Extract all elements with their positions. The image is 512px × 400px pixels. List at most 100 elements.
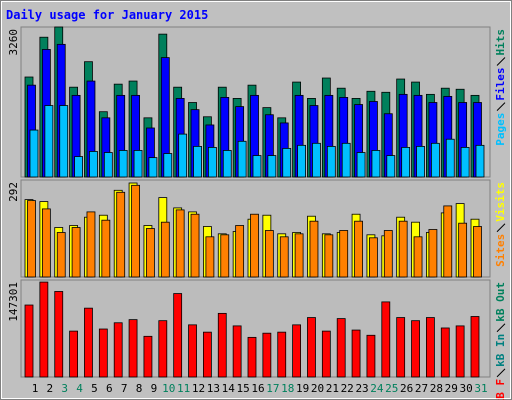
bar: [398, 220, 408, 278]
x-tick-label: 19: [296, 382, 309, 395]
bar: [113, 322, 123, 378]
bar: [386, 155, 396, 178]
bar: [116, 191, 126, 278]
bar: [146, 228, 155, 278]
bar: [193, 146, 202, 178]
bar: [264, 230, 274, 278]
x-tick-label: 28: [430, 382, 443, 395]
bar: [277, 331, 287, 378]
bar: [98, 328, 108, 378]
legend-entry: kB In: [494, 334, 507, 367]
bar: [369, 237, 378, 278]
x-tick-label: 10: [162, 382, 175, 395]
x-tick-label: 7: [121, 382, 128, 395]
bar: [74, 156, 83, 178]
bar: [89, 151, 98, 178]
bar: [321, 330, 331, 378]
x-tick-label: 21: [326, 382, 339, 395]
x-tick-label: 25: [385, 382, 398, 395]
bar: [54, 291, 64, 378]
bar: [339, 230, 349, 278]
bar: [220, 234, 230, 278]
bar: [262, 332, 272, 378]
x-tick-label: 1: [32, 382, 39, 395]
x-tick-label: 27: [415, 382, 428, 395]
bar: [371, 150, 381, 178]
x-tick-label: 5: [91, 382, 98, 395]
bar: [27, 200, 36, 278]
bar: [178, 133, 188, 178]
bar: [118, 150, 128, 178]
y-tick-label: 3260: [7, 29, 20, 56]
legend-entry: kB Out: [494, 282, 507, 322]
bar: [56, 232, 66, 278]
bar: [232, 325, 242, 378]
bar: [396, 317, 406, 378]
bar: [430, 142, 440, 178]
bar: [101, 219, 111, 278]
x-tick-label: 16: [251, 382, 264, 395]
bar: [458, 222, 468, 278]
bar: [202, 331, 212, 378]
bar: [250, 213, 259, 278]
bar: [381, 301, 391, 378]
legend-entry: Pages: [494, 113, 507, 146]
bar: [401, 147, 411, 178]
bar: [475, 144, 485, 178]
bar: [473, 226, 482, 278]
x-tick-label: 14: [222, 382, 236, 395]
bar: [445, 138, 455, 178]
bar: [205, 236, 215, 278]
bar: [237, 140, 247, 178]
x-tick-label: 9: [151, 382, 158, 395]
bar: [341, 142, 351, 178]
bar: [39, 281, 49, 378]
bar: [279, 236, 289, 278]
bar: [175, 209, 185, 278]
bar: [103, 152, 113, 178]
bar: [336, 318, 346, 378]
bar: [69, 330, 78, 378]
bar: [297, 144, 307, 178]
bar: [44, 105, 54, 178]
bar: [128, 319, 138, 378]
bar: [443, 205, 453, 278]
legend-entry: Files: [494, 68, 507, 101]
bar: [411, 320, 420, 378]
bar: [41, 208, 51, 278]
bar: [235, 225, 245, 278]
bar: [158, 320, 168, 378]
x-tick-label: 13: [207, 382, 220, 395]
x-tick-label: 2: [47, 382, 54, 395]
legend-entry: Hits: [494, 29, 507, 56]
bar: [294, 233, 304, 278]
bar: [425, 317, 435, 378]
legend-separator: [496, 368, 506, 378]
bar: [71, 227, 81, 278]
bar: [163, 153, 173, 178]
x-tick-label: 18: [281, 382, 294, 395]
bar: [470, 316, 480, 378]
bar: [413, 236, 423, 278]
bar: [160, 221, 170, 278]
bar: [86, 211, 96, 278]
x-tick-label: 30: [460, 382, 473, 395]
bar: [252, 155, 262, 178]
bar: [356, 152, 366, 178]
x-tick-label: 15: [237, 382, 250, 395]
bar: [59, 105, 69, 178]
bar: [326, 146, 336, 178]
bar: [354, 220, 363, 278]
bar: [217, 312, 227, 378]
legend-entry: Visits: [494, 182, 507, 222]
x-tick-label: 8: [136, 382, 143, 395]
bar: [282, 148, 292, 178]
bar: [351, 329, 361, 378]
legend-separator: [496, 223, 506, 233]
bar: [247, 336, 257, 378]
bar: [143, 335, 153, 378]
x-tick-label: 6: [106, 382, 113, 395]
y-tick-label: 147301: [7, 282, 20, 322]
